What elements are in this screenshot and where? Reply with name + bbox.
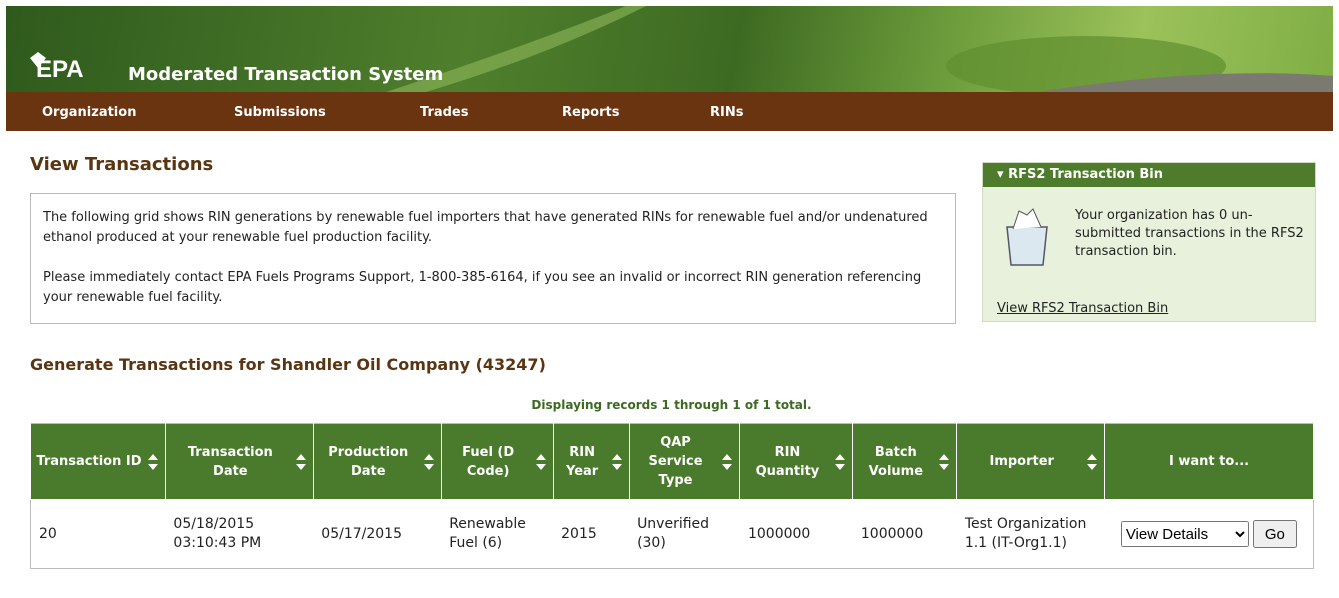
sidebar-link[interactable]: View RFS2 Transaction Bin bbox=[997, 301, 1168, 316]
column-header-text: I want to... bbox=[1169, 454, 1249, 469]
bin-icon bbox=[999, 207, 1055, 269]
app-title: Moderated Transaction System bbox=[128, 64, 443, 85]
sort-icon bbox=[938, 452, 950, 472]
column-header-text: Batch Volume bbox=[869, 445, 923, 479]
page-title: View Transactions bbox=[30, 154, 213, 175]
sort-icon bbox=[147, 452, 159, 472]
sidebar-text: Your organization has 0 un-submitted tra… bbox=[1075, 207, 1305, 261]
column-header[interactable]: Transaction Date bbox=[165, 424, 313, 500]
transactions-table: Transaction ID Transaction Date Production… bbox=[30, 423, 1314, 569]
nav-item[interactable]: Submissions bbox=[234, 105, 326, 120]
column-header-text: Fuel (D Code) bbox=[462, 445, 514, 479]
column-header-text: Transaction ID bbox=[36, 454, 141, 469]
sort-icon bbox=[721, 452, 733, 472]
table-cell: 05/17/2015 bbox=[313, 500, 441, 569]
sort-icon bbox=[295, 452, 307, 472]
intro-box: The following grid shows RIN generations… bbox=[30, 193, 956, 324]
table-cell: Unverified (30) bbox=[629, 500, 740, 569]
column-header-text: QAP Service Type bbox=[648, 435, 702, 488]
nav-bar: Organization Submissions Trades Reports … bbox=[6, 92, 1333, 131]
action-cell: View DetailsGo bbox=[1105, 500, 1314, 569]
table-cell: Renewable Fuel (6) bbox=[441, 500, 553, 569]
column-header[interactable]: Importer bbox=[957, 424, 1105, 500]
section-title: Generate Transactions for Shandler Oil C… bbox=[30, 355, 546, 374]
table-cell: 1000000 bbox=[740, 500, 853, 569]
nav-item[interactable]: Organization bbox=[42, 105, 136, 120]
sidebar-title-text: RFS2 Transaction Bin bbox=[1008, 167, 1163, 182]
go-button[interactable]: Go bbox=[1253, 520, 1297, 548]
sort-icon bbox=[423, 452, 435, 472]
table-cell: 20 bbox=[31, 500, 166, 569]
column-header-text: Production Date bbox=[328, 445, 408, 479]
table-cell: 2015 bbox=[553, 500, 629, 569]
column-header[interactable]: RIN Year bbox=[553, 424, 629, 500]
column-header[interactable]: Transaction ID bbox=[31, 424, 166, 500]
column-header-text: RIN Quantity bbox=[756, 445, 820, 479]
action-select[interactable]: View Details bbox=[1121, 521, 1249, 547]
sort-icon bbox=[611, 452, 623, 472]
table-cell: Test Organization 1.1 (IT-Org1.1) bbox=[957, 500, 1105, 569]
intro-text: The following grid shows RIN generations… bbox=[43, 208, 943, 248]
table-cell: 1000000 bbox=[853, 500, 957, 569]
sidebar-title[interactable]: ▾ RFS2 Transaction Bin bbox=[983, 163, 1315, 187]
intro-text: Please immediately contact EPA Fuels Pro… bbox=[43, 268, 943, 308]
page: EPA Moderated Transaction System Organiz… bbox=[0, 0, 1339, 598]
logo: EPA bbox=[36, 56, 84, 84]
nav-item[interactable]: Reports bbox=[562, 105, 619, 120]
column-header[interactable]: QAP Service Type bbox=[629, 424, 740, 500]
column-header[interactable]: Production Date bbox=[313, 424, 441, 500]
records-count: Displaying records 1 through 1 of 1 tota… bbox=[30, 398, 1313, 412]
column-header-text: RIN Year bbox=[566, 445, 598, 479]
sort-icon bbox=[535, 452, 547, 472]
sort-icon bbox=[1086, 452, 1098, 472]
column-header: I want to... bbox=[1105, 424, 1314, 500]
nav-item[interactable]: RINs bbox=[710, 105, 743, 120]
column-header[interactable]: Batch Volume bbox=[853, 424, 957, 500]
nav-item[interactable]: Trades bbox=[420, 105, 468, 120]
banner: EPA Moderated Transaction System bbox=[6, 6, 1333, 92]
column-header[interactable]: RIN Quantity bbox=[740, 424, 853, 500]
column-header[interactable]: Fuel (D Code) bbox=[441, 424, 553, 500]
header-row: Transaction ID Transaction Date Production… bbox=[31, 424, 1314, 500]
column-header-text: Transaction Date bbox=[188, 445, 273, 479]
sort-icon bbox=[834, 452, 846, 472]
table-cell: 05/18/2015 03:10:43 PM bbox=[165, 500, 313, 569]
sidebar: ▾ RFS2 Transaction Bin Your organization… bbox=[982, 162, 1316, 322]
column-header-text: Importer bbox=[989, 454, 1053, 469]
